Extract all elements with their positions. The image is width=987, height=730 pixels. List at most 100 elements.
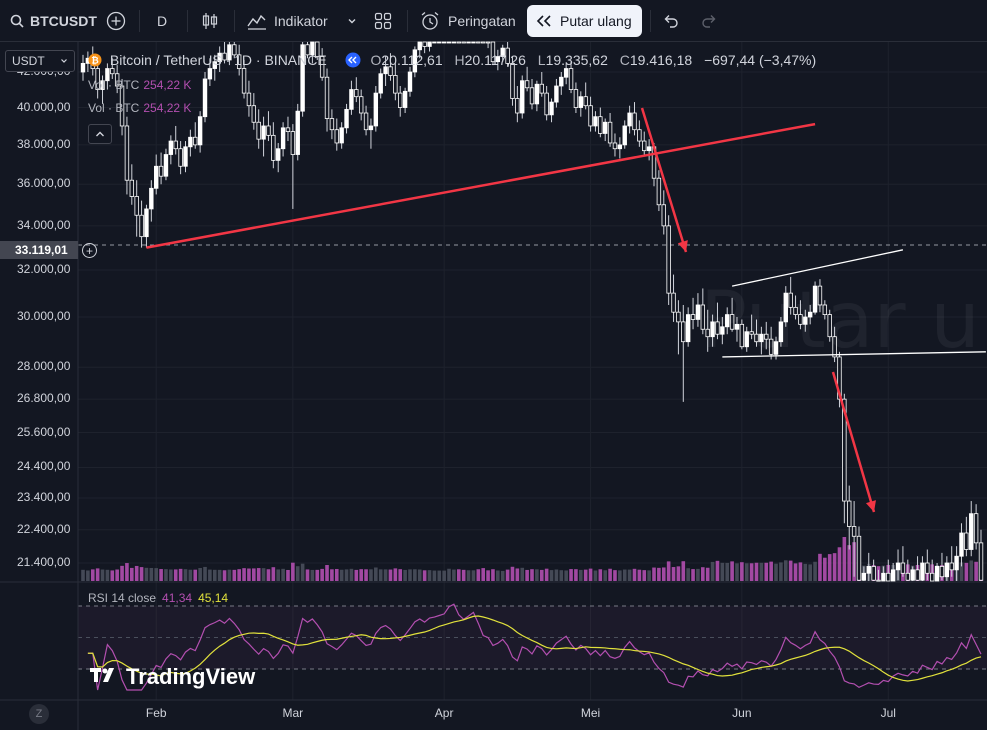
volume-bar: [408, 569, 412, 581]
zoom-reset-button[interactable]: Z: [29, 704, 49, 724]
candle-body: [529, 87, 535, 105]
volume-bar: [720, 562, 725, 581]
candle-body: [744, 331, 749, 348]
candle-body: [817, 285, 823, 306]
volume-bar: [974, 561, 978, 581]
candle-body: [588, 105, 593, 127]
volume-bar: [349, 568, 354, 581]
rsi-title: RSI 14 close: [88, 591, 157, 605]
candle-body: [700, 304, 706, 330]
volume-bar: [232, 569, 237, 581]
candle-body: [900, 562, 906, 574]
price-tick-label: 36.000,00: [17, 176, 71, 191]
volume-bar: [178, 568, 183, 581]
grid-layout-icon: [374, 12, 392, 30]
volume-bar: [544, 568, 549, 581]
volume-bar: [110, 570, 115, 581]
undo-button[interactable]: [657, 5, 685, 37]
add-alert-plus-icon[interactable]: +: [82, 243, 97, 258]
candle-body: [378, 73, 383, 94]
volume-bar: [783, 560, 788, 581]
volume-bar: [398, 569, 403, 581]
candle-body: [471, 41, 476, 44]
volume-bar: [510, 566, 515, 581]
candle-body: [539, 83, 544, 94]
layout-button[interactable]: [369, 5, 397, 37]
volume-bar: [252, 568, 256, 581]
interval-button[interactable]: D: [148, 5, 176, 37]
volume-bar: [559, 570, 564, 581]
collapse-legend-button[interactable]: [88, 124, 112, 144]
volume-bar: [300, 563, 305, 581]
volume-bar: [505, 569, 510, 581]
price-tick-label: 38.000,00: [17, 136, 71, 151]
volume-bar: [369, 569, 373, 581]
volume-bar: [222, 570, 227, 581]
volume-bar: [154, 568, 159, 581]
redo-button[interactable]: [695, 5, 723, 37]
candle-body: [236, 54, 242, 69]
candle-body: [344, 108, 349, 129]
candle-body: [646, 146, 652, 152]
replay-button[interactable]: Putar ulang: [527, 5, 642, 37]
volume-bar: [715, 560, 720, 581]
candle-body: [929, 572, 935, 582]
compare-symbol-button[interactable]: [103, 5, 129, 37]
candle-body: [749, 331, 754, 335]
replay-label: Putar ulang: [560, 13, 632, 29]
volume-bar: [530, 569, 534, 581]
candle-body: [876, 579, 881, 582]
rewind-icon: [536, 14, 552, 28]
chart-type-button[interactable]: [196, 5, 224, 37]
indicators-button[interactable]: Indikator: [243, 5, 339, 37]
candle-body: [95, 68, 100, 90]
candle-body: [617, 144, 623, 150]
legend-low: L19.335,62: [537, 52, 608, 68]
symbol-search-button[interactable]: BTCUSDT: [6, 5, 98, 37]
indicators-label: Indikator: [274, 13, 328, 29]
candle-body: [837, 356, 842, 400]
indicator-templates-button[interactable]: [342, 5, 362, 37]
candle-body: [627, 112, 632, 127]
candle-body: [881, 572, 886, 582]
legend-collapse-icon[interactable]: [345, 52, 361, 71]
volume-legend-row: Vol · BTC 254,22 K: [88, 78, 191, 92]
volume-bar: [139, 567, 144, 581]
currency-select[interactable]: USDT: [5, 50, 75, 72]
rsi-value: 41,34: [162, 591, 193, 605]
candle-body: [832, 336, 837, 358]
volume-bar: [500, 570, 505, 581]
volume-bar: [359, 569, 363, 581]
candle-body: [324, 76, 330, 119]
volume-bar: [432, 570, 437, 581]
candle-body: [544, 92, 549, 116]
volume-bar: [705, 567, 710, 581]
candle-body: [773, 341, 779, 355]
volume-bar: [603, 570, 608, 581]
volume-bar: [525, 569, 529, 581]
candle-body: [866, 566, 871, 574]
volume-bar: [632, 568, 637, 581]
candle-body: [812, 285, 818, 313]
volume-bar: [383, 569, 388, 581]
candle-body: [822, 304, 828, 315]
candle-body: [871, 566, 876, 581]
alerts-button[interactable]: Peringatan: [416, 5, 522, 37]
candle-body: [676, 311, 681, 323]
volume-bar: [266, 569, 271, 581]
volume-bar: [842, 537, 847, 581]
candle-body: [149, 187, 154, 210]
candle-body: [412, 49, 418, 73]
volume-bar: [471, 570, 476, 581]
volume-bar: [798, 562, 803, 581]
candle-body: [554, 85, 559, 103]
candle-body: [759, 333, 764, 343]
volume-bar: [676, 566, 681, 581]
tradingview-logo: TradingView: [90, 664, 255, 690]
candle-body: [80, 62, 86, 73]
candle-body: [915, 569, 920, 581]
volume-bar: [823, 557, 827, 581]
candle-body: [768, 338, 774, 355]
candle-body: [534, 83, 540, 105]
